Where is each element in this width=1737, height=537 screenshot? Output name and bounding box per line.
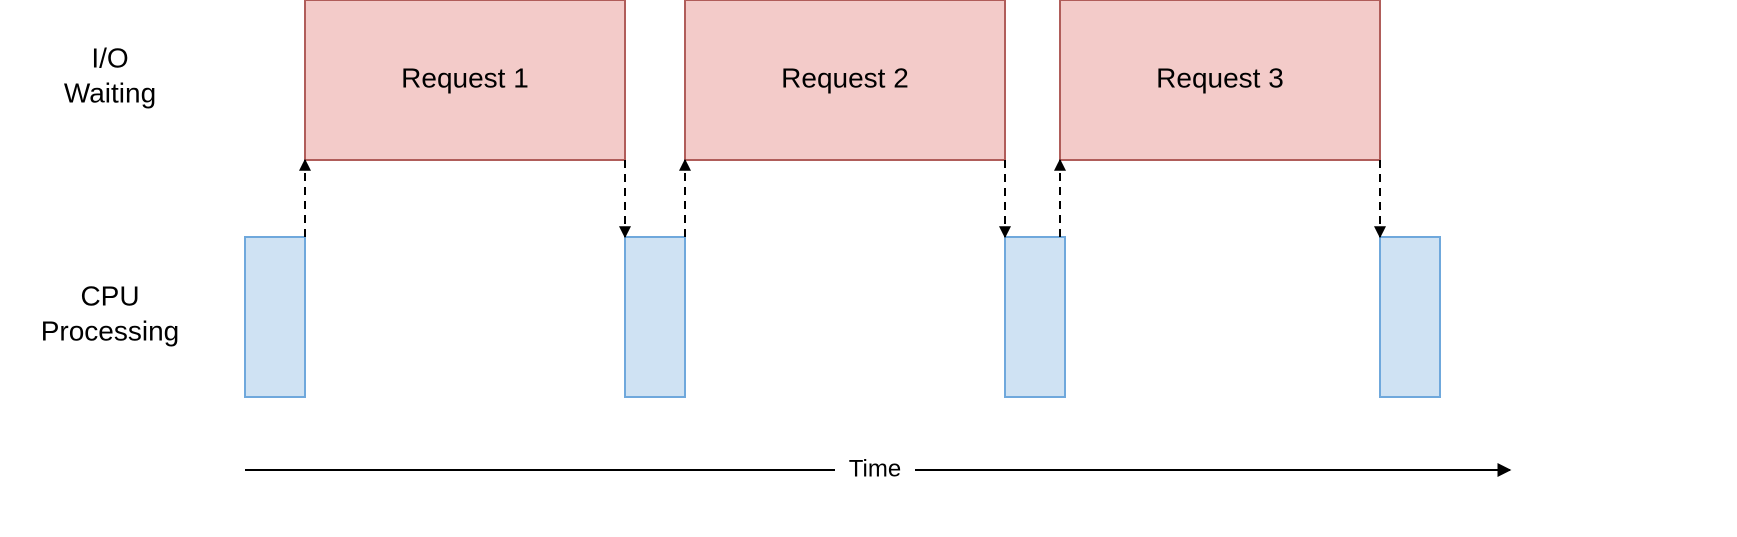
io-line1: I/O	[91, 42, 128, 73]
io-request-box: Request 1	[305, 0, 625, 160]
io-request-box: Request 3	[1060, 0, 1380, 160]
cpu-slice-box	[1005, 237, 1065, 397]
cpu-line1: CPU	[80, 280, 139, 311]
io-request-label: Request 3	[1156, 62, 1284, 93]
cpu-slice-box	[625, 237, 685, 397]
cpu-line2: Processing	[41, 315, 180, 346]
cpu-slice-box	[1380, 237, 1440, 397]
io-request-label: Request 2	[781, 62, 909, 93]
io-request-label: Request 1	[401, 62, 529, 93]
timeline-diagram: Request 1 Request 2 Request 3 I/O Waiting CPU…	[0, 0, 1737, 537]
cpu-slice-box	[245, 237, 305, 397]
io-line2: Waiting	[64, 77, 156, 108]
time-axis-label: Time	[849, 455, 901, 482]
io-request-box: Request 2	[685, 0, 1005, 160]
diagram-root: Request 1 Request 2 Request 3 I/O Waiting CPU…	[0, 0, 1737, 537]
